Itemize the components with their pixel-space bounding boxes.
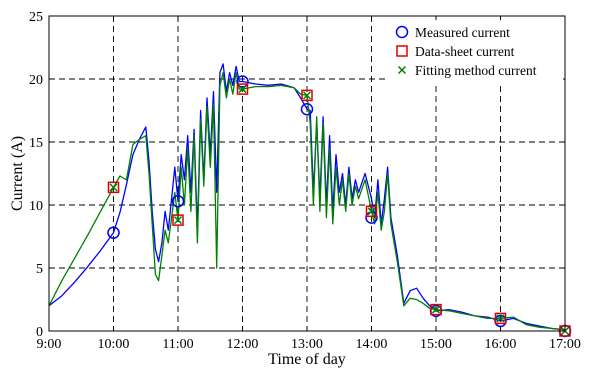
x-tick-label: 13:00: [291, 337, 323, 352]
legend-label-measured: Measured current: [415, 25, 510, 40]
y-axis-title: Current (A): [9, 136, 26, 211]
fitting-marker: [302, 91, 312, 100]
legend: Measured current Data-sheet current Fittin…: [385, 20, 563, 82]
x-tick-label: 15:00: [420, 337, 452, 352]
datasheet-marker: [301, 89, 313, 102]
measured-marker: [171, 194, 185, 208]
axis-ticks: 9:00 10:00 11:00 12:00 13:00 14:00 15:00 16:00 1…: [29, 10, 581, 352]
legend-fitting-marker: [397, 65, 407, 75]
datasheet-marker: [365, 205, 378, 218]
series-line-fitting: [48, 72, 566, 331]
fitting-marker: [431, 305, 441, 314]
y-tick-label: 5: [36, 262, 43, 277]
y-tick-label: 25: [29, 10, 43, 25]
x-tick-label: 9:00: [37, 337, 62, 352]
legend-label-datasheet: Data-sheet current: [415, 44, 515, 59]
x-tick-label: 10:00: [98, 337, 130, 352]
datasheet-marker: [236, 83, 249, 95]
legend-measured-marker: [395, 25, 409, 39]
datasheet-marker: [430, 303, 442, 316]
fitting-marker: [109, 183, 118, 192]
series-lines: [48, 63, 566, 331]
datasheet-marker: [172, 214, 184, 226]
y-tick-label: 0: [36, 325, 43, 340]
measured-marker: [107, 226, 120, 239]
y-tick-label: 10: [29, 199, 43, 214]
legend-datasheet-marker: [396, 45, 408, 57]
series-markers: [107, 75, 572, 338]
x-tick-label: 12:00: [227, 337, 259, 352]
x-tick-label: 14:00: [356, 337, 388, 352]
legend-label-fitting: Fitting method current: [415, 63, 537, 78]
fitting-marker: [367, 207, 376, 216]
measured-marker: [300, 102, 314, 116]
y-tick-label: 20: [29, 73, 43, 88]
x-tick-label: 16:00: [485, 337, 517, 352]
x-tick-label: 17:00: [549, 337, 581, 352]
x-tick-label: 11:00: [162, 337, 193, 352]
measured-marker: [236, 75, 249, 88]
y-tick-label: 15: [29, 136, 43, 151]
datasheet-marker: [494, 312, 507, 325]
datasheet-marker: [107, 181, 120, 194]
fitting-marker: [496, 314, 505, 323]
fitting-marker: [238, 85, 247, 94]
legend-box: [385, 20, 563, 82]
fitting-marker: [173, 216, 183, 225]
x-axis-title: Time of day: [268, 351, 346, 368]
